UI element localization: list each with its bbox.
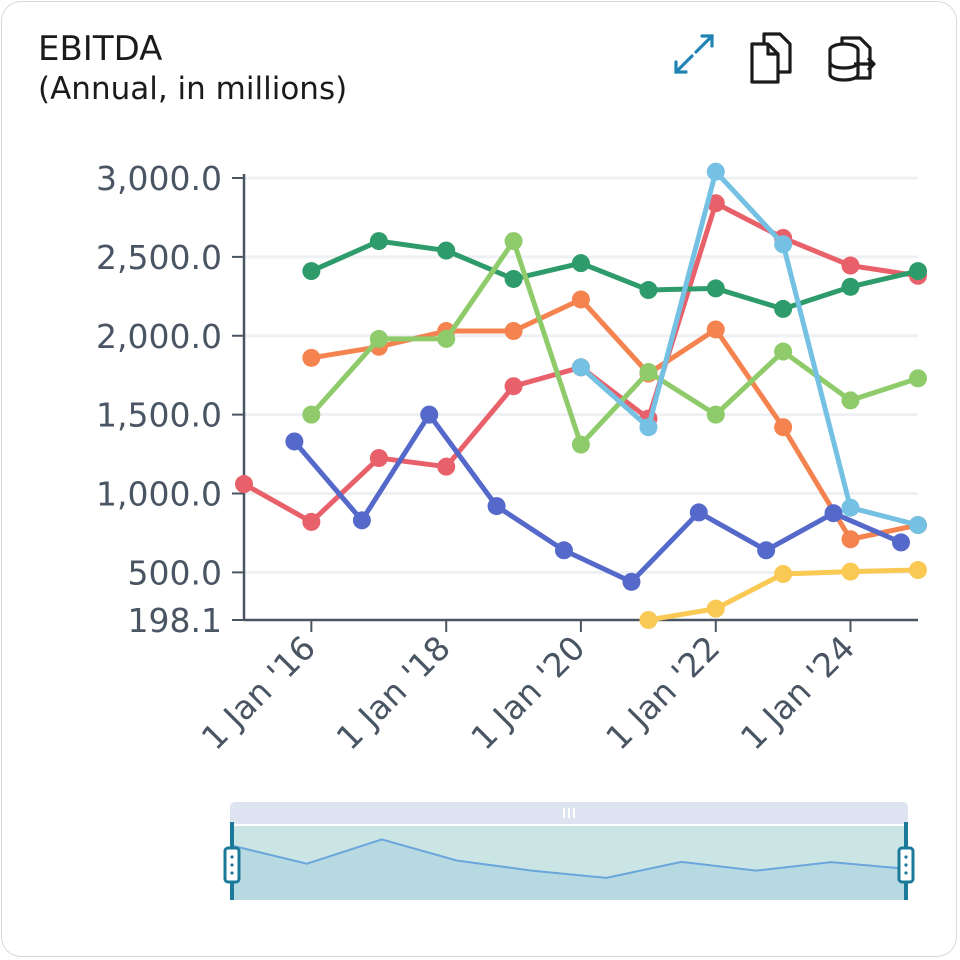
data-point[interactable] (909, 516, 927, 535)
data-point[interactable] (841, 256, 860, 275)
data-point[interactable] (504, 377, 523, 396)
data-point[interactable] (554, 541, 573, 560)
navigator-line (231, 838, 907, 879)
data-point[interactable] (892, 533, 911, 552)
database-export-icon[interactable] (826, 30, 882, 86)
data-point[interactable] (841, 498, 860, 517)
data-point[interactable] (369, 449, 388, 468)
series-5 (285, 405, 911, 591)
data-point[interactable] (504, 232, 523, 251)
data-point[interactable] (841, 277, 860, 296)
data-point[interactable] (504, 269, 523, 288)
y-tick-label: 2,000.0 (96, 317, 222, 356)
y-tick-label: 500.0 (128, 553, 222, 592)
data-point[interactable] (909, 262, 927, 281)
navigator-right-handle[interactable] (897, 822, 915, 900)
x-tick-label: 1 Jan '16 (194, 628, 323, 757)
series-7 (639, 561, 927, 629)
data-point[interactable] (302, 405, 321, 424)
y-tick-label: 1,000.0 (96, 475, 222, 514)
y-tick-label: 1,500.0 (96, 396, 222, 435)
y-tick-label: 198.1 (128, 601, 222, 640)
data-point[interactable] (639, 281, 658, 300)
data-point[interactable] (437, 241, 456, 260)
data-point[interactable] (706, 320, 725, 339)
expand-arrows-icon[interactable] (666, 30, 722, 86)
series-lines (235, 162, 927, 629)
series-line (579, 169, 919, 528)
data-point[interactable] (571, 358, 590, 377)
data-point[interactable] (302, 512, 321, 531)
data-point[interactable] (706, 194, 725, 213)
data-point[interactable] (706, 405, 725, 424)
data-point[interactable] (639, 611, 658, 629)
x-tick-label: 1 Jan '22 (598, 628, 727, 757)
data-point[interactable] (774, 342, 793, 361)
data-point[interactable] (571, 254, 590, 273)
data-point[interactable] (909, 369, 927, 388)
data-point[interactable] (774, 299, 793, 318)
data-point[interactable] (824, 504, 843, 523)
range-navigator[interactable] (223, 802, 915, 900)
chart-subtitle: (Annual, in millions) (38, 71, 348, 107)
data-point[interactable] (706, 279, 725, 298)
y-tick-label: 3,000.0 (96, 159, 222, 198)
data-point[interactable] (352, 511, 371, 530)
data-point[interactable] (369, 232, 388, 251)
data-point[interactable] (841, 530, 860, 549)
copy-documents-icon[interactable] (746, 30, 802, 86)
data-point[interactable] (774, 418, 793, 437)
data-point[interactable] (689, 503, 708, 522)
data-point[interactable] (302, 348, 321, 367)
series-line (310, 238, 919, 312)
x-tick-label: 1 Jan '20 (463, 628, 592, 757)
data-point[interactable] (302, 262, 321, 281)
data-point[interactable] (706, 162, 725, 181)
series-line (292, 412, 903, 585)
x-tick-label: 1 Jan '24 (733, 628, 862, 757)
data-point[interactable] (757, 541, 776, 560)
data-point[interactable] (369, 329, 388, 348)
series-2 (302, 232, 927, 318)
data-point[interactable] (706, 599, 725, 618)
data-point[interactable] (639, 363, 658, 382)
data-point[interactable] (774, 235, 793, 254)
data-point[interactable] (235, 475, 253, 494)
y-tick-label: 2,500.0 (96, 238, 222, 277)
navigator-area (232, 839, 906, 900)
navigator-left-handle[interactable] (223, 822, 241, 900)
data-point[interactable] (639, 418, 658, 437)
chart-title: EBITDA (38, 29, 163, 69)
data-point[interactable] (437, 329, 456, 348)
scrollbar-grip-icon[interactable] (563, 808, 575, 818)
data-point[interactable] (774, 564, 793, 583)
data-point[interactable] (841, 391, 860, 410)
x-tick-label: 1 Jan '18 (329, 628, 458, 757)
data-point[interactable] (622, 572, 641, 591)
data-point[interactable] (285, 432, 304, 451)
data-point[interactable] (420, 405, 439, 424)
data-point[interactable] (504, 322, 523, 341)
data-point[interactable] (571, 290, 590, 309)
data-point[interactable] (487, 497, 506, 516)
data-point[interactable] (571, 435, 590, 454)
data-point[interactable] (841, 562, 860, 581)
series-6 (571, 162, 927, 535)
data-point[interactable] (909, 561, 927, 580)
data-point[interactable] (437, 457, 456, 476)
